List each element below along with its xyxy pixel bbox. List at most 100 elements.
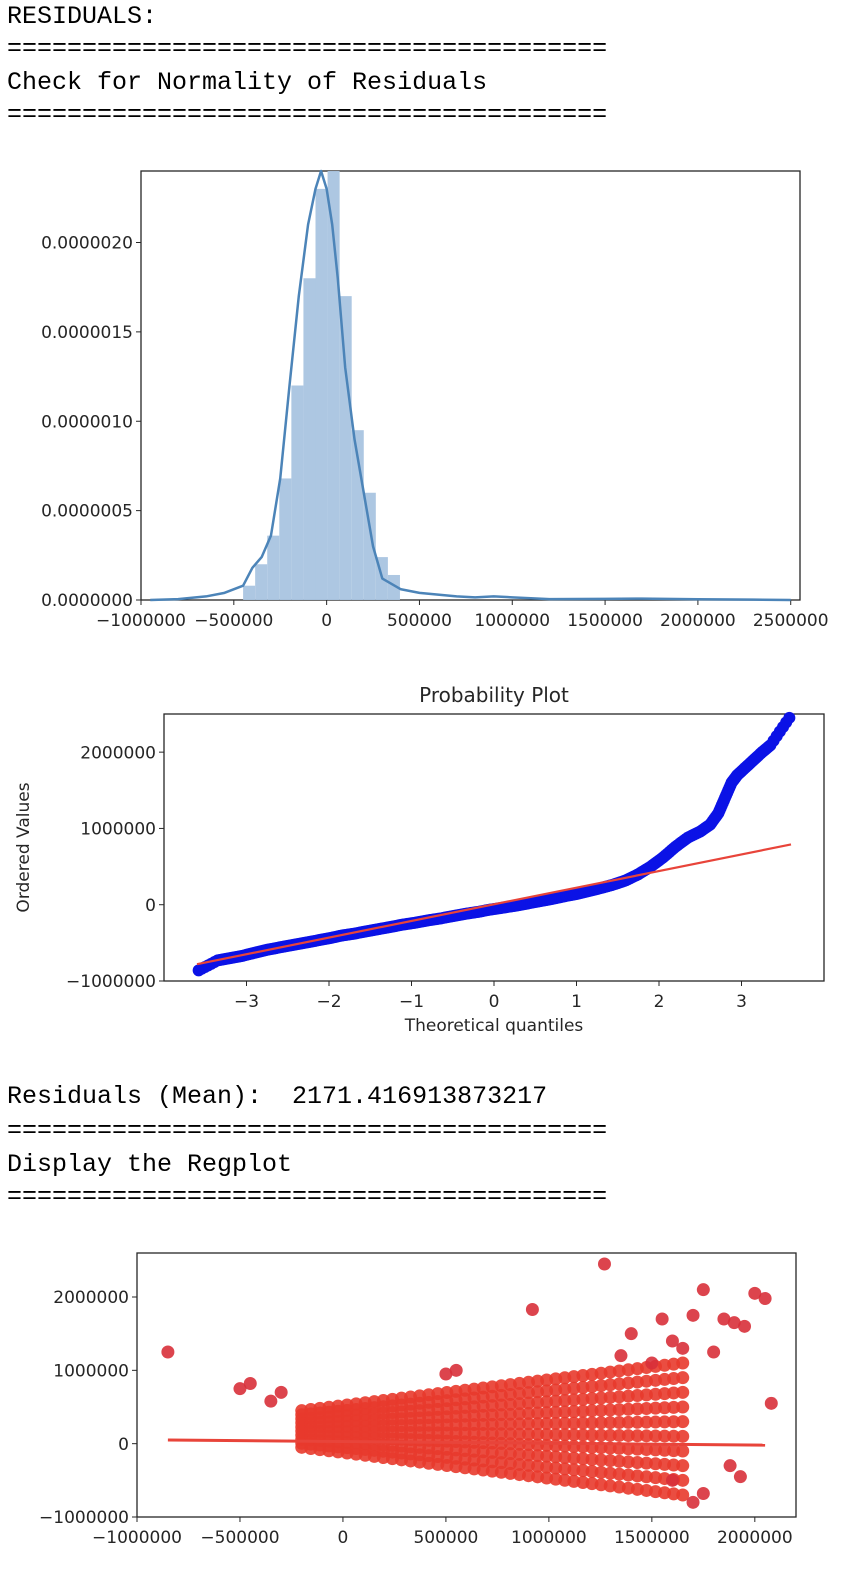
x-tick: 3 (736, 981, 747, 1012)
x-tick: 1500000 (567, 600, 643, 631)
separator: ======================================== (7, 34, 608, 63)
regplot-point (764, 1396, 778, 1410)
y-tick-label: 0.0000005 (41, 502, 133, 522)
y-tick-label: 1000000 (53, 1361, 129, 1381)
x-tick-label: −1000000 (92, 1528, 182, 1548)
regplot-point (594, 1416, 608, 1430)
regplot-point (603, 1416, 617, 1430)
x-tick: 1000000 (474, 600, 550, 631)
regplot-point (676, 1400, 690, 1414)
x-tick: 2 (654, 981, 665, 1012)
x-tick-label: −1000000 (96, 611, 186, 631)
regplot-point (512, 1427, 526, 1441)
regplot-chart: −1000000 −500000 0 500000 1000000 1500000 2000… (39, 1252, 797, 1548)
x-tick: 500000 (413, 1517, 478, 1548)
regplot-point (723, 1459, 737, 1473)
y-tick: 0.0000015 (41, 323, 141, 343)
y-tick: 2000000 (80, 743, 164, 763)
regplot-point (676, 1341, 690, 1355)
regplot-point (522, 1427, 536, 1441)
x-tick: 1000000 (511, 1517, 587, 1548)
x-tick: −1 (399, 981, 424, 1012)
x-tick-label: 0 (321, 611, 332, 631)
x-tick-label: 0 (338, 1528, 349, 1548)
regplot-fit-line (167, 1438, 766, 1447)
histogram-bar (243, 585, 256, 600)
x-tick: −500000 (194, 600, 273, 631)
regplot-point (621, 1415, 635, 1429)
x-tick: 2500000 (753, 600, 829, 631)
x-tick-label: −500000 (194, 611, 273, 631)
x-tick-label: −3 (234, 992, 259, 1012)
regplot-point (676, 1444, 690, 1458)
y-tick: 0 (118, 1435, 137, 1455)
x-tick: 0 (338, 1517, 349, 1548)
plot-frame (163, 713, 825, 982)
y-tick-label: −1000000 (66, 972, 156, 992)
regplot-point (494, 1427, 508, 1441)
regplot-point (503, 1427, 517, 1441)
regplot-point (567, 1428, 581, 1442)
regplot-point (696, 1283, 710, 1297)
regplot-point (676, 1371, 690, 1385)
x-tick-label: 2500000 (753, 611, 829, 631)
regplot-point (676, 1473, 690, 1487)
histogram-bar (363, 492, 376, 600)
regplot-point (594, 1428, 608, 1442)
regplot-point (676, 1415, 690, 1429)
regplot-point (717, 1312, 731, 1326)
regplot-point (264, 1394, 278, 1408)
y-tick: 0 (145, 896, 164, 916)
regplot-point (658, 1415, 672, 1429)
qq-point (783, 711, 796, 724)
x-tick-label: −2 (316, 992, 341, 1012)
y-tick-label: 0 (145, 896, 156, 916)
regplot-point (476, 1417, 490, 1431)
regplot-point (612, 1428, 626, 1442)
x-tick: 2000000 (660, 600, 736, 631)
regplot-point (233, 1382, 247, 1396)
check-normality-text: Check for Normality of Residuals (7, 68, 488, 97)
x-tick: 0 (321, 600, 332, 631)
x-tick: 2000000 (717, 1517, 793, 1548)
y-tick-label: 1000000 (80, 820, 156, 840)
separator: ======================================== (7, 100, 608, 129)
y-tick: −1000000 (66, 972, 164, 992)
y-tick-label: 0.0000010 (41, 412, 133, 432)
separator: ======================================== (7, 1116, 608, 1145)
x-tick-label: −1 (399, 992, 424, 1012)
x-tick-label: 1000000 (511, 1528, 587, 1548)
histogram-bar (279, 478, 292, 600)
regplot-point (531, 1427, 545, 1441)
plot-frame (140, 170, 801, 601)
regplot-point (658, 1429, 672, 1443)
regplot-point (549, 1416, 563, 1430)
histogram-bar (255, 564, 268, 600)
x-tick: 0 (489, 981, 500, 1012)
y-tick-label: −1000000 (39, 1508, 129, 1528)
x-tick: −500000 (200, 1517, 280, 1548)
x-tick-label: 2 (654, 992, 665, 1012)
regplot-point (665, 1473, 679, 1487)
regplot-point (476, 1427, 490, 1441)
y-tick-label: 0.0000020 (41, 234, 133, 254)
histogram-bar (267, 535, 280, 600)
regplot-point (665, 1334, 679, 1348)
regplot-point (676, 1385, 690, 1399)
regplot-point (585, 1416, 599, 1430)
chart-title: Probability Plot (419, 683, 569, 707)
x-tick-label: 1000000 (474, 611, 550, 631)
plot-frame (136, 1252, 797, 1518)
regplot-point (597, 1257, 611, 1271)
x-tick-label: 2000000 (660, 611, 736, 631)
y-tick-label: 2000000 (53, 1288, 129, 1308)
regplot-point (449, 1363, 463, 1377)
probability-plot-chart: −3 −2 −1 0 1 2 3 −1000000 0 1000000 2000000 Probabi… (14, 683, 825, 1036)
regplot-point (686, 1308, 700, 1322)
regplot-point (485, 1417, 499, 1431)
x-tick-label: 2000000 (717, 1528, 793, 1548)
regplot-point (512, 1417, 526, 1431)
y-tick: 0.0000020 (41, 234, 141, 254)
residuals-mean-text: Residuals (Mean): 2171.416913873217 (7, 1082, 548, 1111)
x-tick-label: 0 (489, 992, 500, 1012)
